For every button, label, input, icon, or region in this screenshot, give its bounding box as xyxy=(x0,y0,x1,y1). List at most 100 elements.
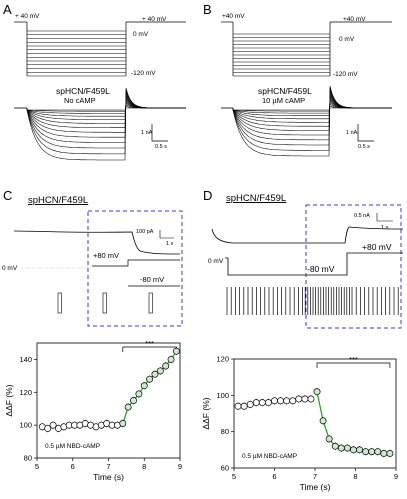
data-point xyxy=(119,420,127,427)
condition-annotation: 0.5 µM NBD-cAMP xyxy=(45,443,100,450)
significance-stars: *** xyxy=(145,339,154,348)
data-point xyxy=(356,446,363,454)
panel-c-current-trace xyxy=(13,230,181,255)
data-point xyxy=(307,395,315,403)
y-tick-label: 120 xyxy=(19,388,32,397)
data-point xyxy=(350,446,357,454)
data-point xyxy=(271,397,278,405)
panel-b-construct: spHCN/F459L xyxy=(258,86,312,96)
data-point xyxy=(246,400,254,408)
data-point xyxy=(258,399,266,407)
x-tick-label: 8 xyxy=(353,472,357,481)
data-point xyxy=(156,367,164,375)
panel-a-scale-time: 0.5 s xyxy=(155,144,167,150)
data-point xyxy=(343,444,351,452)
x-tick-label: 9 xyxy=(394,472,398,481)
x-tick-label: 7 xyxy=(313,472,317,481)
current-trace xyxy=(26,87,186,161)
panel-a-scale-bar: 1 nA 0.5 s xyxy=(141,124,168,150)
current-trace xyxy=(26,104,186,114)
data-point xyxy=(313,388,321,396)
data-point xyxy=(337,444,345,452)
data-point xyxy=(140,382,148,390)
data-point xyxy=(277,397,285,405)
panel-c-scale-time: 1 s xyxy=(166,241,174,247)
trend-line xyxy=(316,391,390,455)
panel-a: A + 40 mV + 40 mV 0 mV -120 mV spHCN/F45… xyxy=(3,2,186,161)
panel-d-current-trace xyxy=(211,226,404,244)
current-trace xyxy=(26,107,186,111)
data-point xyxy=(234,402,242,410)
panel-b-hold-label: +40 mV xyxy=(222,13,245,20)
data-point xyxy=(386,450,394,457)
chart-d: 5 6 7 8 9 60 80 100 120 Time (s) ΔΔF (%) 0.5 µM NBD… xyxy=(201,355,398,493)
data-point xyxy=(325,435,333,443)
panel-c-v-high: +80 mV xyxy=(93,251,119,260)
current-trace xyxy=(232,85,392,157)
y-tick-label: 100 xyxy=(216,391,229,400)
data-point xyxy=(362,448,370,456)
panel-a-construct: spHCN/F459L xyxy=(56,86,110,96)
data-point xyxy=(44,424,52,432)
panel-b-step-top: 0 mV xyxy=(339,36,355,43)
y-tick-label: 80 xyxy=(24,454,32,463)
panel-d-scale-current: 0.5 nA xyxy=(354,213,370,219)
x-tick-label: 8 xyxy=(142,462,146,471)
panel-a-letter: A xyxy=(3,2,12,17)
data-point xyxy=(374,448,382,456)
data-point xyxy=(162,362,170,370)
panel-b-step-bottom: -120 mV xyxy=(333,71,358,78)
panel-b-tail-label: +40 mV xyxy=(343,16,366,23)
x-tick-label: 5 xyxy=(35,462,39,471)
condition-annotation: 0.5 µM NBD-cAMP xyxy=(242,453,297,460)
data-point xyxy=(283,397,291,405)
data-point xyxy=(301,395,309,403)
panel-d-construct: spHCN/F459L xyxy=(226,193,286,204)
panel-d-protocol-line xyxy=(225,252,403,276)
panel-a-hold-label: + 40 mV xyxy=(15,13,40,20)
panel-d-scale-time: 1 s xyxy=(381,225,389,231)
current-trace xyxy=(26,102,186,117)
panel-b-voltage-protocol xyxy=(221,21,392,77)
panel-c-light-pulses xyxy=(57,292,153,314)
panel-d: D spHCN/F459L 0.5 nA 1 s 0 mV +80 mV -80… xyxy=(203,188,404,329)
data-point xyxy=(172,347,180,355)
panel-c-hold-label: 0 mV xyxy=(2,265,18,272)
data-point xyxy=(240,402,248,410)
panel-b-current-traces xyxy=(221,85,392,157)
light-pulse xyxy=(148,292,153,314)
panel-b-scale-current: 1 nA xyxy=(346,130,358,136)
panel-d-v-high: +80 mV xyxy=(362,242,392,252)
panel-a-current-traces xyxy=(14,87,186,161)
light-pulse xyxy=(57,292,62,314)
x-tick-label: 9 xyxy=(178,462,182,471)
panel-c-protocol-line xyxy=(92,259,180,267)
data-point xyxy=(49,421,57,429)
current-trace xyxy=(232,101,392,116)
panel-a-step-top: 0 mV xyxy=(133,31,149,38)
y-tick-label: 100 xyxy=(19,421,32,430)
data-point xyxy=(124,403,132,411)
panel-a-step-bottom: -120 mV xyxy=(131,70,156,77)
panel-a-tail-label: + 40 mV xyxy=(142,16,167,23)
data-point xyxy=(151,370,159,378)
significance-stars: *** xyxy=(349,355,358,364)
data-point xyxy=(368,448,376,456)
data-point xyxy=(264,399,272,407)
current-trace xyxy=(232,105,392,112)
data-point xyxy=(331,442,339,450)
x-axis-label: Time (s) xyxy=(300,482,331,492)
data-point xyxy=(167,355,175,363)
panel-d-light-pulses xyxy=(226,287,399,315)
data-point xyxy=(380,450,388,457)
panel-a-voltage-protocol xyxy=(14,21,186,77)
panel-b-scale-bar: 1 nA 0.5 s xyxy=(346,124,374,150)
panel-c-construct: spHCN/F459L xyxy=(28,195,88,206)
x-tick-label: 5 xyxy=(232,472,236,481)
data-point xyxy=(295,395,303,403)
panel-b-condition: 10 µM cAMP xyxy=(262,96,305,105)
data-point xyxy=(146,375,154,383)
panel-a-scale-current: 1 nA xyxy=(141,130,153,136)
panel-a-condition: No cAMP xyxy=(64,96,96,105)
